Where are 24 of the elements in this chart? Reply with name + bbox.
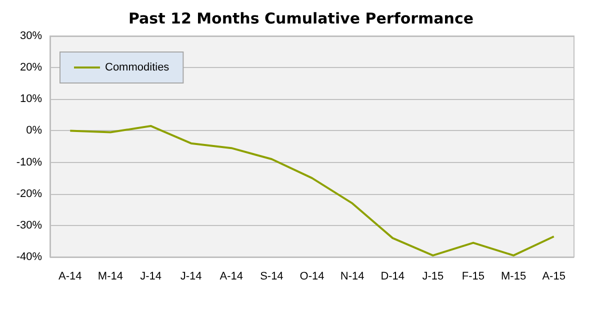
y-tick-label: -20%	[16, 188, 42, 200]
y-tick-label: 10%	[20, 93, 42, 106]
x-tick-label: O-14	[300, 270, 324, 282]
y-tick-label: 20%	[20, 62, 42, 74]
x-tick-label: M-15	[501, 270, 526, 282]
y-tick-label: 30%	[20, 30, 42, 42]
x-tick-label: N-14	[340, 270, 364, 282]
x-tick-label: A-14	[58, 270, 82, 282]
y-tick-label: -30%	[16, 219, 42, 232]
chart-title: Past 12 Months Cumulative Performance	[128, 10, 474, 28]
x-tick-label: M-14	[98, 270, 123, 282]
y-tick-label: -40%	[16, 251, 42, 263]
x-tick-label: D-14	[380, 270, 405, 282]
x-tick-label: F-15	[462, 270, 485, 282]
x-tick-label: A-15	[542, 270, 566, 282]
y-tick-label: -10%	[16, 156, 42, 168]
x-tick-label: J-14	[180, 270, 202, 282]
x-tick-label: A-14	[220, 270, 244, 282]
y-tick-label: 0%	[26, 124, 42, 137]
legend-label: Commodities	[105, 62, 170, 74]
x-tick-label: J-14	[140, 270, 162, 282]
x-tick-label: S-14	[260, 270, 284, 282]
line-series	[69, 124, 555, 256]
x-tick-label: J-15	[422, 270, 444, 282]
